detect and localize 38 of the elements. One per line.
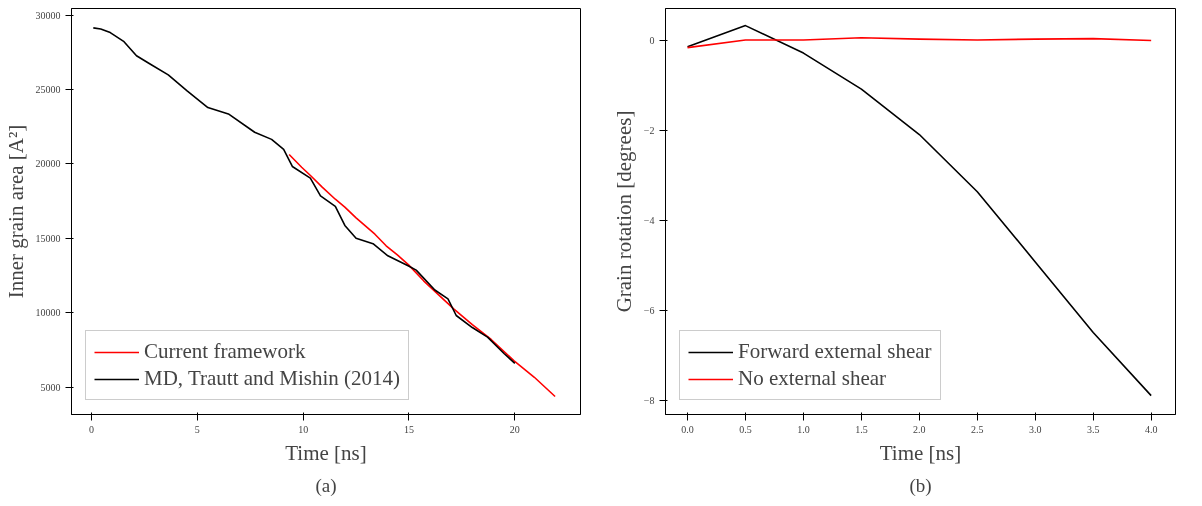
x-axis-title: Time [ns] <box>879 440 962 465</box>
y-axis-title: Grain rotation [degrees] <box>611 110 636 313</box>
x-tick-label: 2.0 <box>913 423 926 435</box>
y-axis-title: Inner grain area [A²] <box>3 124 28 299</box>
y-tick-label: 20000 <box>35 158 61 170</box>
legend-label: MD, Trautt and Mishin (2014) <box>144 366 401 391</box>
x-tick-label: 3.5 <box>1086 423 1100 435</box>
legend-label: Current framework <box>144 339 306 364</box>
x-tick-label: 0 <box>88 423 94 435</box>
x-tick-label: 15 <box>404 423 414 435</box>
x-tick-label: 20 <box>509 423 520 435</box>
y-tick-label: 25000 <box>35 83 61 95</box>
y-tick-label: 10000 <box>35 307 61 319</box>
x-tick-label: 5 <box>194 423 200 435</box>
legend-label: No external shear <box>738 366 887 391</box>
x-tick-label: 3.0 <box>1029 423 1042 435</box>
y-tick-label: 15000 <box>35 232 61 244</box>
y-tick-label: −2 <box>643 124 655 136</box>
x-tick-label: 10 <box>298 423 309 435</box>
x-axis-title: Time [ns] <box>285 440 367 465</box>
line-series <box>686 24 1152 397</box>
y-tick-label: −6 <box>643 304 655 316</box>
x-tick-label: 1.5 <box>855 423 868 435</box>
text: (b) <box>909 474 932 497</box>
x-tick-label: 1.0 <box>797 423 810 435</box>
x-tick-label: 0.0 <box>681 423 694 435</box>
y-tick-label: −4 <box>643 214 655 226</box>
x-tick-label: 0.5 <box>739 423 752 435</box>
line-series <box>92 27 516 365</box>
y-tick-label: 30000 <box>35 9 61 21</box>
text: (a) <box>315 474 337 497</box>
line-series <box>686 36 1152 49</box>
x-tick-label: 4.0 <box>1144 423 1158 435</box>
y-tick-label: −8 <box>643 394 655 406</box>
x-tick-label: 2.5 <box>971 423 984 435</box>
y-tick-label: 0 <box>649 34 655 46</box>
y-tick-label: 5000 <box>40 381 61 393</box>
legend-label: Forward external shear <box>738 339 932 364</box>
